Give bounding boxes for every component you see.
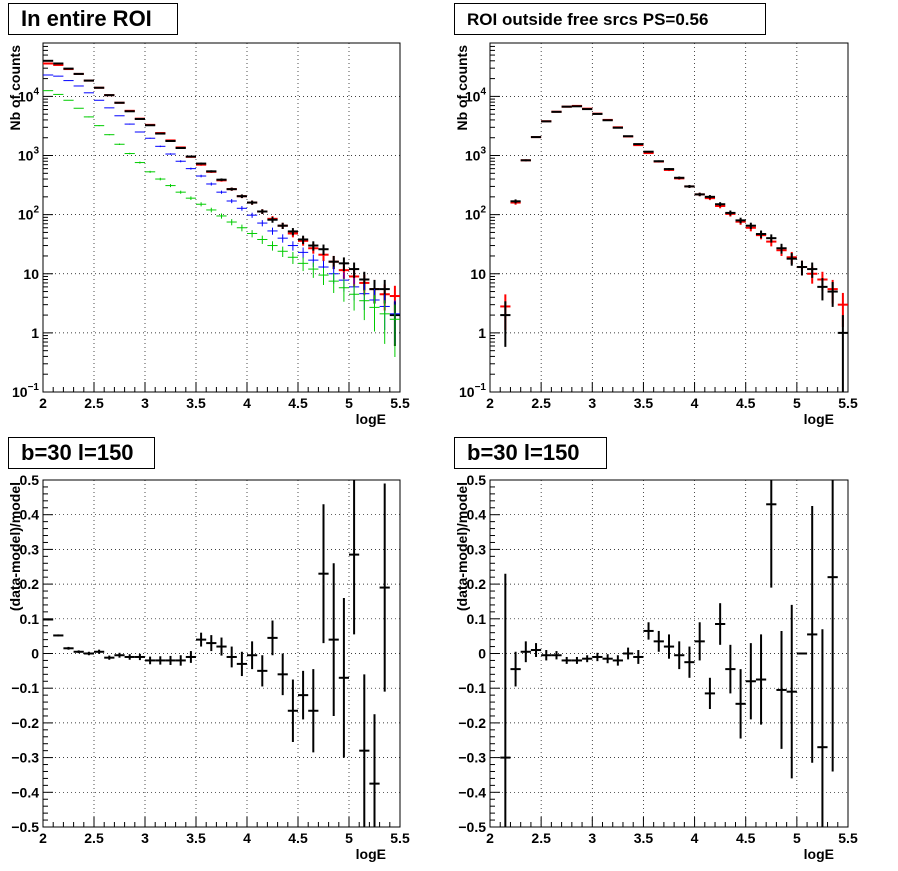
x-tick-label: 3 bbox=[141, 395, 149, 411]
panel-title-1: In entire ROI bbox=[8, 3, 178, 35]
y-tick-label: 1 bbox=[31, 325, 39, 341]
x-tick-label: 4.5 bbox=[288, 830, 308, 846]
y-axis-label: Nb of counts bbox=[454, 45, 470, 131]
y-tick-label: 0.5 bbox=[20, 472, 40, 488]
y-tick-label: 0 bbox=[31, 646, 39, 662]
x-axis-label: logE bbox=[804, 411, 834, 427]
y-tick-label: 0.3 bbox=[467, 541, 487, 557]
y-tick-label: −0.2 bbox=[458, 715, 486, 731]
x-tick-label: 4 bbox=[243, 395, 251, 411]
plot-frame bbox=[489, 42, 849, 393]
y-tick-label: 10 bbox=[470, 266, 486, 282]
x-tick-label: 4 bbox=[691, 830, 699, 846]
y-tick-label: −0.3 bbox=[458, 750, 486, 766]
x-tick-label: 5 bbox=[793, 395, 801, 411]
x-tick-label: 4.5 bbox=[736, 395, 756, 411]
x-tick-label: 3 bbox=[588, 395, 596, 411]
x-axis-label: logE bbox=[356, 846, 386, 862]
x-tick-label: 5 bbox=[345, 395, 353, 411]
x-tick-label: 4.5 bbox=[288, 395, 308, 411]
x-tick-label: 4.5 bbox=[736, 830, 756, 846]
y-tick-label: 0.5 bbox=[467, 472, 487, 488]
y-tick-label: 102 bbox=[18, 205, 40, 223]
x-tick-label: 2.5 bbox=[531, 395, 551, 411]
y-tick-label: −0.5 bbox=[11, 819, 39, 835]
y-tick-label: 0.1 bbox=[20, 611, 40, 627]
x-tick-label: 4 bbox=[691, 395, 699, 411]
panel-title-3: b=30 l=150 bbox=[8, 437, 155, 469]
x-tick-label: 3.5 bbox=[634, 830, 654, 846]
y-tick-label: 10−1 bbox=[12, 382, 39, 400]
x-tick-label: 4 bbox=[243, 830, 251, 846]
y-tick-label: 0 bbox=[478, 646, 486, 662]
y-tick-label: 103 bbox=[465, 146, 487, 164]
y-tick-label: −0.5 bbox=[458, 819, 486, 835]
y-axis-label: (data-model)/model bbox=[454, 482, 470, 611]
y-tick-label: −0.4 bbox=[11, 784, 39, 800]
plot-panel-3: 2 2.5 3 3.5 4 4.5 5 5.5 −0.5 −0.4 −0.3 −0.2 −0.1 0 0.1… bbox=[7, 472, 410, 862]
x-tick-label: 2 bbox=[39, 830, 47, 846]
y-tick-label: −0.2 bbox=[11, 715, 39, 731]
x-tick-label: 5.5 bbox=[838, 830, 858, 846]
x-tick-label: 2.5 bbox=[84, 830, 104, 846]
x-tick-label: 2 bbox=[39, 395, 47, 411]
x-tick-label: 3.5 bbox=[186, 830, 206, 846]
x-tick-label: 5 bbox=[793, 830, 801, 846]
y-tick-label: 0.4 bbox=[20, 507, 40, 523]
data-series-black bbox=[43, 59, 400, 346]
x-tick-label: 3.5 bbox=[634, 395, 654, 411]
x-tick-label: 5.5 bbox=[838, 395, 858, 411]
x-tick-label: 2.5 bbox=[84, 395, 104, 411]
x-axis-label: logE bbox=[804, 846, 834, 862]
y-tick-label: −0.1 bbox=[458, 680, 486, 696]
x-tick-label: 3.5 bbox=[186, 395, 206, 411]
x-tick-label: 3 bbox=[141, 830, 149, 846]
y-tick-label: −0.3 bbox=[11, 750, 39, 766]
data-series-green bbox=[43, 90, 400, 357]
x-tick-label: 3 bbox=[588, 830, 596, 846]
y-tick-label: 0.1 bbox=[467, 611, 487, 627]
x-tick-label: 2 bbox=[486, 830, 494, 846]
x-axis-label: logE bbox=[356, 411, 386, 427]
y-tick-label: 0.2 bbox=[467, 576, 487, 592]
y-tick-label: 102 bbox=[465, 205, 487, 223]
data-series-black bbox=[500, 480, 838, 827]
y-tick-label: −0.4 bbox=[458, 784, 486, 800]
x-tick-label: 5.5 bbox=[390, 830, 410, 846]
data-series-red bbox=[500, 104, 848, 330]
y-tick-label: 10 bbox=[23, 266, 39, 282]
plot-panel-4: 2 2.5 3 3.5 4 4.5 5 5.5 −0.5 −0.4 −0.3 −0.2 −0.1 0 0.1… bbox=[454, 472, 858, 862]
x-tick-label: 5 bbox=[345, 830, 353, 846]
y-tick-label: 0.2 bbox=[20, 576, 40, 592]
y-axis-label: Nb of counts bbox=[7, 45, 23, 131]
y-axis-label: (data-model)/model bbox=[7, 482, 23, 611]
y-tick-label: 103 bbox=[18, 146, 40, 164]
y-tick-label: 0.4 bbox=[467, 507, 487, 523]
y-tick-label: 10−1 bbox=[459, 382, 486, 400]
data-series-black bbox=[500, 105, 848, 392]
x-tick-label: 5.5 bbox=[390, 395, 410, 411]
x-tick-label: 2.5 bbox=[531, 830, 551, 846]
panel-title-2: ROI outside free srcs PS=0.56 bbox=[454, 3, 766, 35]
x-tick-label: 2 bbox=[486, 395, 494, 411]
data-series-black bbox=[43, 480, 390, 827]
y-tick-label: −0.1 bbox=[11, 680, 39, 696]
panel-title-4: b=30 l=150 bbox=[454, 437, 607, 469]
data-series-blue bbox=[43, 74, 400, 344]
y-tick-label: 0.3 bbox=[20, 541, 40, 557]
y-tick-label: 1 bbox=[478, 325, 486, 341]
